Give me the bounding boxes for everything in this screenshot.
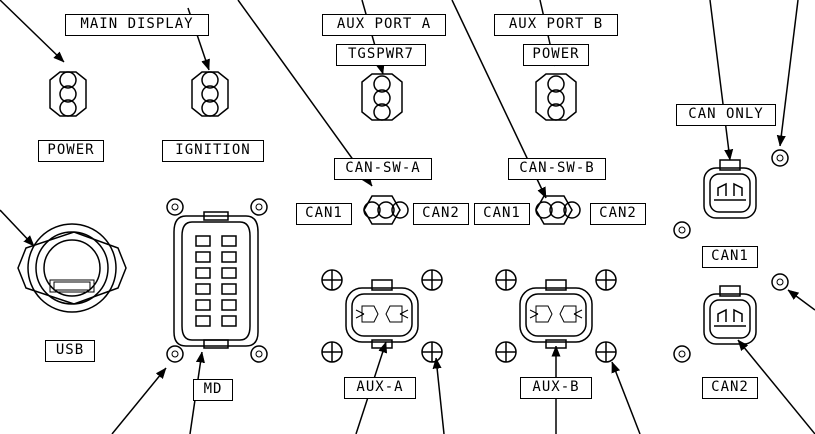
label-aux-port-a: AUX PORT A bbox=[322, 14, 446, 36]
label-can-sw-a-can2: CAN2 bbox=[413, 203, 469, 225]
leader-can2-screw bbox=[788, 289, 815, 311]
label-can1-connector: CAN1 bbox=[702, 246, 758, 268]
ignition-toggle-switch bbox=[191, 71, 229, 117]
label-can-sw-b: CAN-SW-B bbox=[508, 158, 606, 180]
label-aux-a: AUX-A bbox=[344, 377, 416, 399]
leader-can-sw-a bbox=[237, 0, 373, 186]
can-sw-a-switch bbox=[363, 195, 409, 225]
label-usb: USB bbox=[45, 340, 95, 362]
leader-can2-connector bbox=[737, 340, 815, 434]
aux-b-connector bbox=[495, 269, 617, 363]
md-connector bbox=[166, 198, 268, 363]
power-toggle-switch bbox=[49, 71, 87, 117]
leader-usb bbox=[0, 209, 35, 247]
leader-aux-a-screw bbox=[436, 358, 445, 434]
leader-can1-screw bbox=[780, 0, 799, 146]
tgspwr7-toggle-switch bbox=[361, 73, 403, 121]
leader-aux-b-screw bbox=[611, 362, 641, 434]
label-md: MD bbox=[193, 379, 233, 401]
label-aux-port-b: AUX PORT B bbox=[494, 14, 618, 36]
label-power: POWER bbox=[38, 140, 104, 162]
aux-a-connector bbox=[321, 269, 443, 363]
leader-can1-connector bbox=[709, 0, 730, 160]
label-aux-b: AUX-B bbox=[520, 377, 592, 399]
power-b-toggle-switch bbox=[535, 73, 577, 121]
label-can-sw-b-can1: CAN1 bbox=[474, 203, 530, 225]
label-can-only: CAN ONLY bbox=[676, 104, 776, 126]
label-can-sw-a-can1: CAN1 bbox=[296, 203, 352, 225]
label-main-display: MAIN DISPLAY bbox=[65, 14, 209, 36]
can-sw-b-switch bbox=[535, 195, 581, 225]
label-can-sw-a: CAN-SW-A bbox=[334, 158, 432, 180]
label-can2-connector: CAN2 bbox=[702, 377, 758, 399]
label-ignition: IGNITION bbox=[162, 140, 264, 162]
can2-connector bbox=[673, 273, 789, 363]
can1-connector bbox=[673, 149, 789, 239]
label-power-b: POWER bbox=[523, 44, 589, 66]
usb-port bbox=[17, 223, 127, 313]
leader-md-screw bbox=[111, 368, 167, 434]
leader-power-switch bbox=[0, 0, 65, 63]
label-can-sw-b-can2: CAN2 bbox=[590, 203, 646, 225]
label-tgspwr7: TGSPWR7 bbox=[336, 44, 426, 66]
